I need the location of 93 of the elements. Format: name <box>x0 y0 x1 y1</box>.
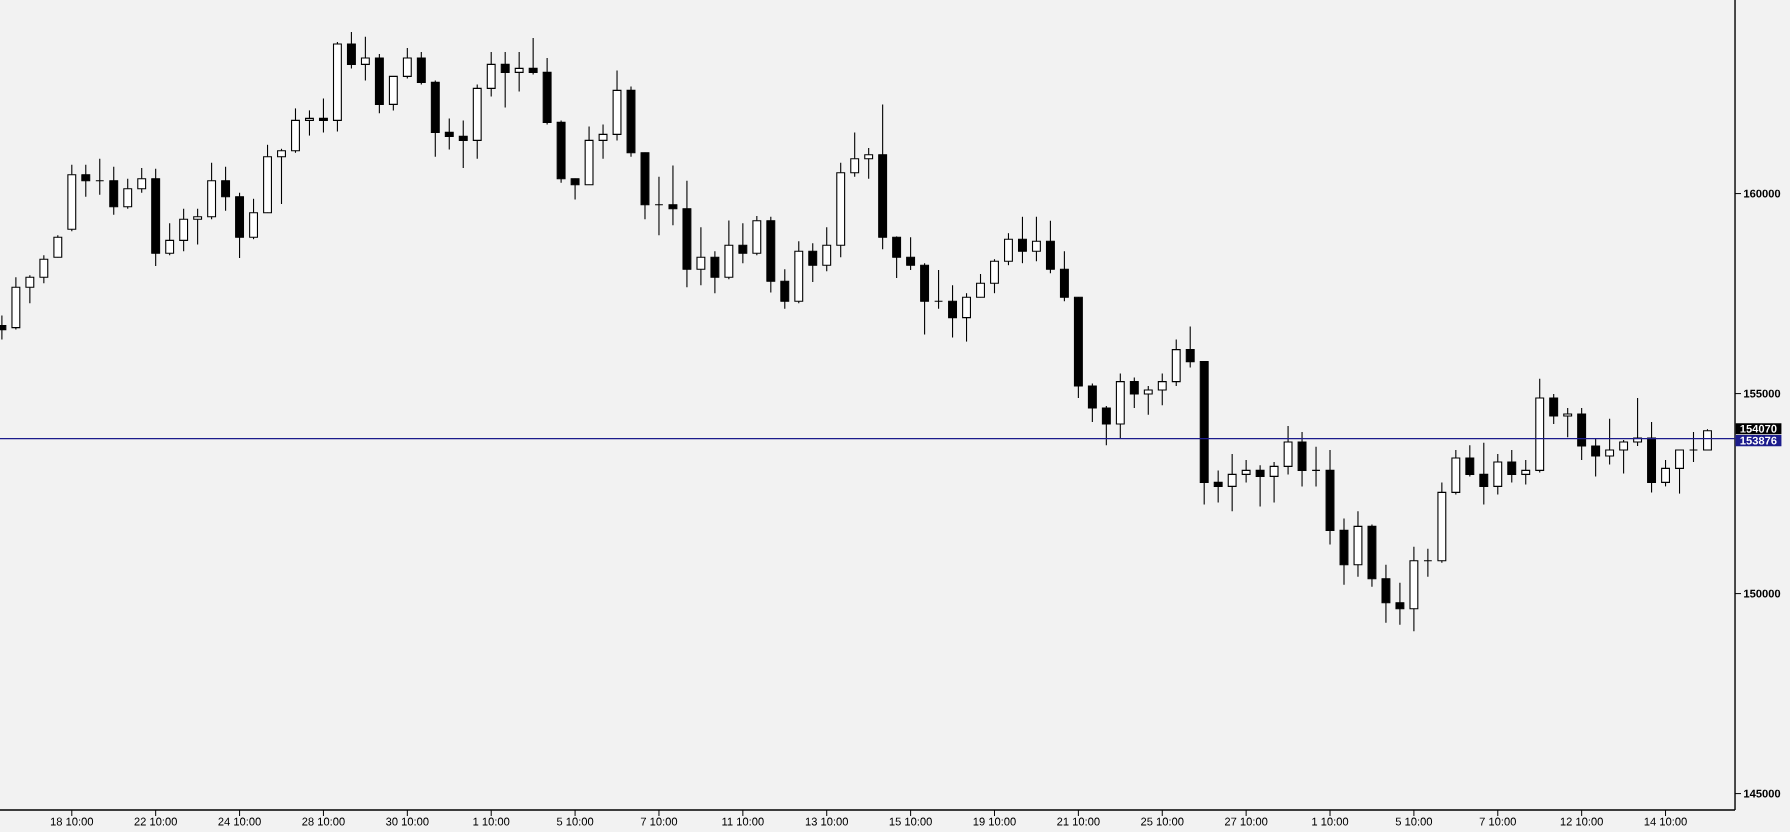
x-tick-label: 14 10:00 <box>1644 817 1687 826</box>
candlestick <box>710 250 720 294</box>
candlestick <box>1395 582 1405 626</box>
ref-line-label: 153876 <box>1740 436 1777 445</box>
x-tick-label: 18 10:00 <box>50 817 94 826</box>
candlestick <box>822 226 832 272</box>
candlestick <box>1143 385 1153 416</box>
candlestick <box>25 274 35 304</box>
candlestick <box>458 119 468 169</box>
x-tick-label: 27 10:00 <box>1224 817 1268 826</box>
x-tick-label: 24 10:00 <box>218 817 261 826</box>
x-tick-label: 12 10:00 <box>1560 817 1603 826</box>
candlestick <box>39 254 49 284</box>
candlestick <box>1004 232 1013 266</box>
candlestick <box>318 97 328 133</box>
candlestick <box>1605 418 1615 465</box>
candlestick <box>123 178 133 210</box>
candlestick <box>402 47 412 79</box>
candlestick <box>1087 383 1097 423</box>
x-tick-label: 13 10:00 <box>805 817 849 826</box>
candlestick <box>1563 407 1573 438</box>
y-tick-label: 145000 <box>1744 789 1781 798</box>
x-tick-label: 21 10:00 <box>1057 817 1100 826</box>
candlestick <box>1213 469 1223 503</box>
candlestick <box>990 258 999 294</box>
candlestick <box>598 123 608 160</box>
x-tick-label: 15 10:00 <box>889 817 932 826</box>
candlestick <box>906 236 916 271</box>
x-tick-label: 1 10:00 <box>1312 817 1349 826</box>
candlestick <box>1633 397 1643 447</box>
x-tick-label: 11 10:00 <box>722 817 764 826</box>
candlestick <box>1661 459 1670 487</box>
y-tick-label: 155000 <box>1744 389 1781 398</box>
candlestick <box>81 164 91 198</box>
candlestick <box>444 117 454 151</box>
candlestick <box>1031 216 1041 262</box>
candlestick <box>1465 444 1475 477</box>
candlestick <box>1185 325 1195 369</box>
candlestick <box>864 147 874 180</box>
candlestick <box>500 51 510 109</box>
x-tick-label: 5 10:00 <box>556 817 594 826</box>
candlestick <box>1507 449 1517 483</box>
x-tick-label: 7 10:00 <box>1479 817 1516 826</box>
candlestick <box>1017 216 1027 264</box>
candlestick <box>1479 442 1489 505</box>
candlestick <box>850 131 860 178</box>
candlestick <box>1549 393 1559 425</box>
x-tick-label: 30 10:00 <box>386 817 429 826</box>
x-tick-label: 28 10:00 <box>302 817 345 826</box>
candlestick <box>892 235 902 279</box>
candlestick <box>696 226 706 286</box>
candlestick <box>360 36 370 81</box>
candlestick <box>1157 373 1167 406</box>
candlestick <box>976 273 985 298</box>
text: 154070 <box>1740 424 1777 433</box>
candlestick <box>53 234 63 258</box>
x-tick-label: 5 10:00 <box>1395 817 1433 826</box>
x-tick-label: 7 10:00 <box>640 817 678 826</box>
x-tick-label: 19 10:00 <box>973 817 1016 826</box>
candlestick <box>1255 464 1265 507</box>
candlestick <box>221 166 231 212</box>
y-tick-label: 160000 <box>1744 189 1781 198</box>
candlestick <box>1675 449 1684 495</box>
candlestick <box>962 292 971 343</box>
candlestick <box>738 222 748 264</box>
candlestick <box>1101 405 1111 446</box>
candlestick <box>1381 564 1391 624</box>
candlestick <box>570 178 580 201</box>
candlestick <box>808 242 818 283</box>
candlestick <box>1591 437 1601 477</box>
candlestick <box>1521 459 1531 485</box>
candlestick <box>305 109 314 137</box>
candlestick <box>179 208 189 252</box>
candlestick <box>346 31 356 69</box>
candlestick <box>1269 461 1279 503</box>
candlestick <box>1227 453 1237 512</box>
candlestick <box>514 51 524 93</box>
candlestick <box>1129 377 1139 409</box>
x-tick-label: 25 10:00 <box>1141 817 1184 826</box>
candlestick <box>165 222 175 256</box>
candlestick <box>780 268 790 310</box>
candlestick <box>528 37 538 75</box>
candlestick <box>1619 439 1629 475</box>
y-tick-label: 150000 <box>1744 589 1781 598</box>
candlestick <box>948 284 958 339</box>
candlestick <box>486 51 496 97</box>
candlestick <box>193 208 203 245</box>
candlestick <box>137 167 147 194</box>
x-tick-label: 1 10:00 <box>473 817 510 826</box>
candlestick <box>668 165 678 226</box>
x-tick-label: 22 10:00 <box>134 817 177 826</box>
candlestick <box>1241 459 1251 483</box>
candlestick <box>277 148 286 205</box>
